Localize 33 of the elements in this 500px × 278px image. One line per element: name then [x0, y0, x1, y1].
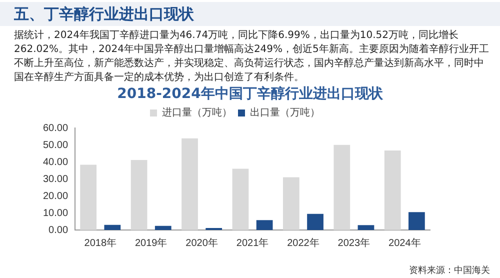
- bar: [408, 212, 425, 230]
- x-tick-label: 2020年: [186, 236, 218, 249]
- y-tick-label: 60.00: [42, 122, 68, 134]
- bar: [154, 226, 172, 230]
- legend-label: 出口量（万吨）: [250, 106, 320, 119]
- x-tick-label: 2024年: [388, 236, 421, 249]
- chart-title: 2018-2024年中国丁辛醇行业进出口现状: [116, 85, 384, 103]
- bar: [307, 214, 324, 230]
- x-tick-label: 2019年: [134, 236, 168, 249]
- x-tick-label: 2022年: [287, 236, 320, 249]
- bar: [232, 168, 249, 230]
- legend-label: 进口量（万吨）: [162, 106, 232, 119]
- text: 五、丁辛醇行业进出口现状: [0, 2, 500, 26]
- bar: [104, 224, 121, 230]
- y-tick-label: 30.00: [42, 174, 68, 185]
- x-tick-label: 2021年: [236, 236, 269, 249]
- x-tick-label: 2023年: [338, 236, 370, 249]
- bar: [358, 225, 374, 230]
- bar: [80, 164, 97, 230]
- y-tick-label: 20.00: [42, 190, 68, 202]
- y-tick-label: 10.00: [42, 208, 68, 219]
- text: 资料来源：中国海关: [409, 264, 490, 277]
- y-tick-label: 50.00: [42, 140, 68, 151]
- bar: [282, 177, 300, 230]
- bar: [256, 220, 273, 230]
- bar: [384, 150, 401, 230]
- bar: [182, 138, 198, 230]
- text: 据统计，2024年我国丁辛醇进口量为46.74万吨，同比下降6.99%，出口量为10.52万吨，同比增长262.02%。其中，2024年中国异辛醇出口量增幅高达249%，创近5年新高。主要原因为随着辛醇行业开工不断上升至高位，新产能悉数达产，并实现稳定、高负荷运行状态，国内辛醇总产量达到新高水平，同时中国在辛醇生产方面具备一定的成本优势，为出口创造了有利条件。: [14, 29, 490, 85]
- x-tick-label: 2018年: [84, 236, 117, 249]
- bar: [130, 160, 148, 230]
- y-tick-label: 0.00: [48, 224, 68, 236]
- y-tick-label: 40.00: [42, 156, 68, 168]
- bar: [334, 144, 350, 230]
